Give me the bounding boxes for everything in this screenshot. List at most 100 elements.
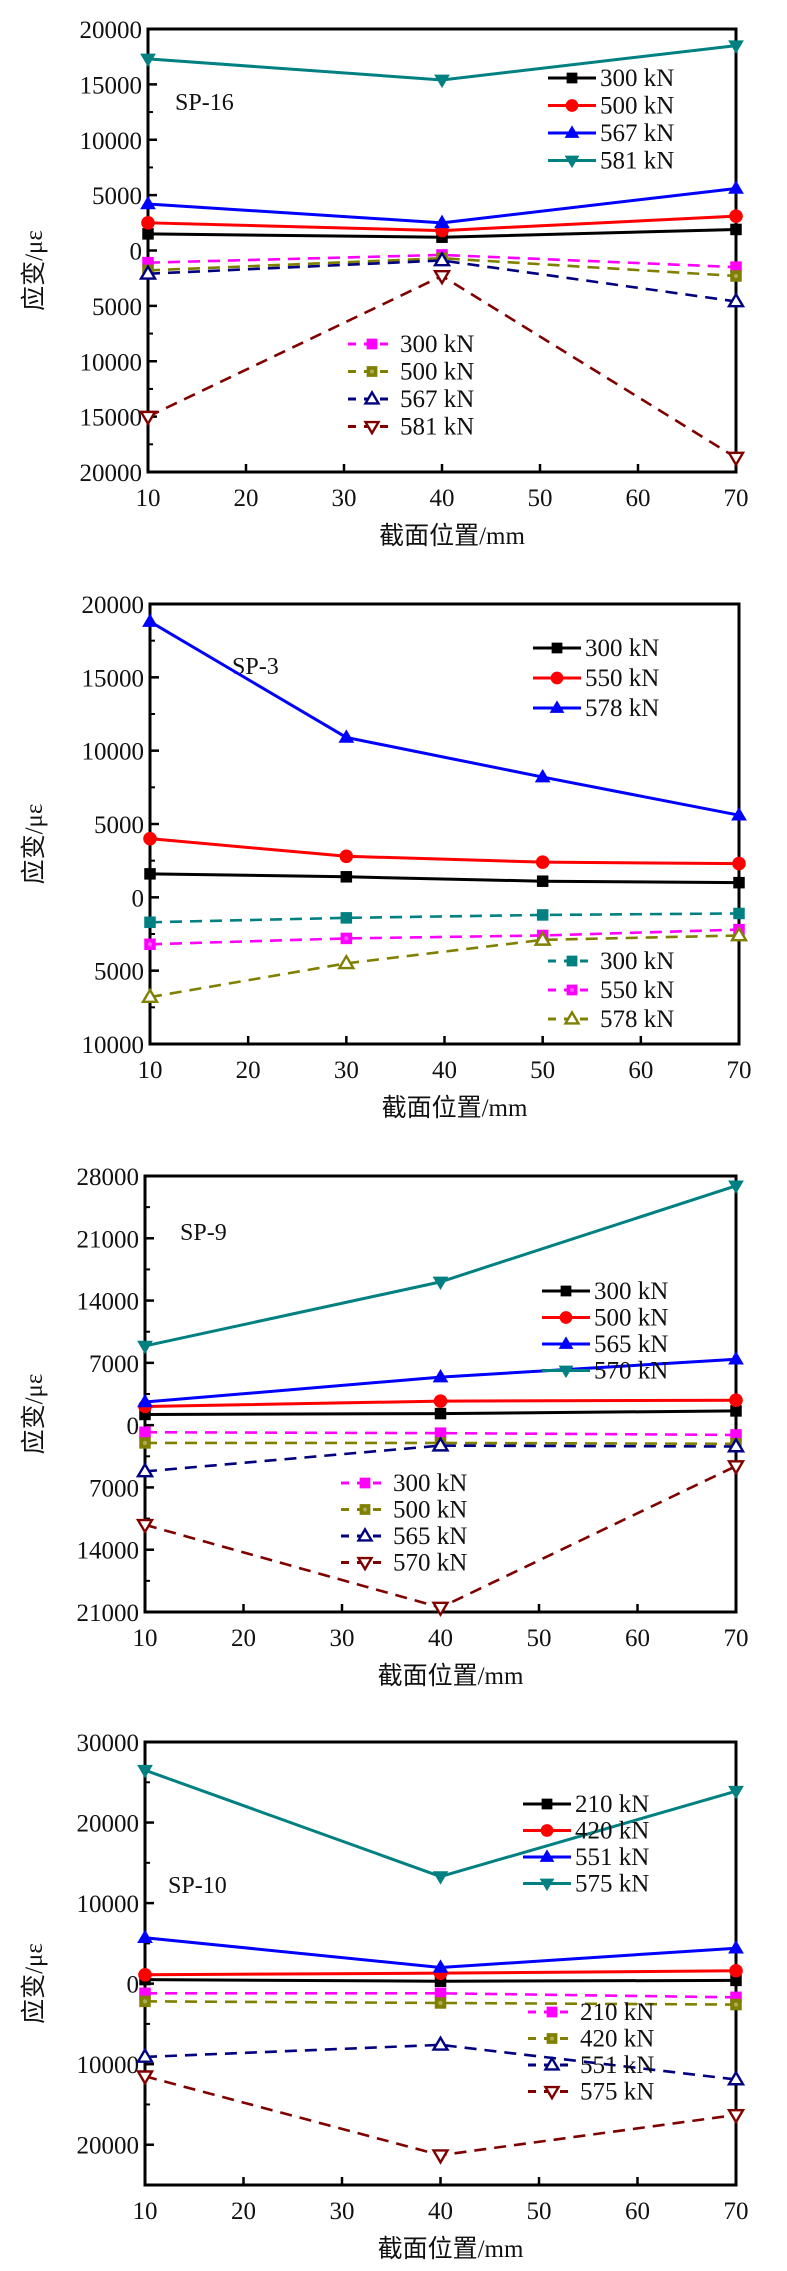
legend-entry: 300 kN: [548, 948, 674, 975]
x-tick-label: 20: [234, 485, 259, 512]
data-point-dot: [344, 936, 349, 941]
legend-marker-dot: [363, 1507, 367, 1512]
legend-label: 565 kN: [393, 1523, 467, 1550]
data-point: [144, 868, 156, 880]
legend-label: 500 kN: [393, 1497, 467, 1524]
data-point: [144, 916, 156, 929]
y-tick-label: 14000: [77, 1289, 140, 1316]
legend-marker: [541, 1798, 553, 1810]
data-point: [135, 2070, 155, 2086]
legend-entry: 567 kN: [348, 386, 474, 413]
y-tick-label: 10000: [82, 739, 145, 766]
legend-marker: [539, 1878, 555, 1892]
data-point: [535, 855, 550, 869]
legend-entry: 578 kN: [533, 695, 659, 722]
data-point: [432, 1368, 449, 1383]
data-point: [733, 876, 745, 889]
x-tick-label: 50: [527, 1625, 552, 1652]
data-point: [339, 849, 354, 864]
legend-entry: 550 kN: [533, 665, 659, 692]
series-dashed-420-kN: [139, 1995, 742, 2011]
data-point: [137, 1764, 153, 1779]
legend-marker: [540, 1824, 554, 1837]
data-point: [434, 214, 450, 229]
data-point: [434, 74, 450, 89]
data-point: [137, 1340, 153, 1355]
y-tick-label: 0: [130, 239, 143, 266]
data-point: [533, 930, 552, 946]
data-point: [140, 195, 156, 210]
x-tick-label: 50: [528, 485, 553, 512]
data-point-dot: [147, 942, 153, 947]
y-tick-label: 20000: [77, 2133, 140, 2160]
series-dashed-578-kN: [140, 925, 749, 1004]
legend-marker: [546, 2033, 558, 2044]
legend-label: 300 kN: [400, 331, 474, 358]
data-point: [432, 1276, 449, 1291]
legend-label: 300 kN: [594, 1278, 668, 1305]
legend-entry: 551 kN: [523, 1844, 649, 1871]
legend-entry: 565 kN: [341, 1523, 467, 1550]
series-line: [149, 872, 740, 885]
data-point-dot: [733, 273, 739, 279]
y-tick-label: 10000: [80, 128, 143, 155]
series-solid-570-kN: [137, 1180, 744, 1355]
x-tick-label: 20: [231, 1625, 256, 1652]
series-dashed-565-kN: [135, 1436, 746, 1478]
data-point: [726, 291, 746, 308]
y-tick-label: 10000: [77, 1891, 140, 1918]
series-solid-567-kN: [140, 180, 744, 229]
legend-marker: [551, 642, 563, 654]
data-point: [141, 216, 155, 230]
series-solid-581-kN: [140, 40, 744, 89]
legend-marker: [543, 2085, 561, 2101]
y-tick-label: 14000: [77, 1538, 140, 1565]
legend-label: 210 kN: [580, 1999, 654, 2026]
legend-marker: [560, 1285, 572, 1297]
legend-marker: [356, 1556, 374, 1572]
data-point: [729, 1963, 743, 1978]
data-point: [434, 1407, 447, 1420]
legend-marker: [558, 1336, 574, 1349]
chart-sp-16: 10 20 30 40 50 60 70 20000 15000 10000 5000 0 5000 10…: [20, 17, 749, 550]
chart-sp-9: 10 20 30 40 50 60 70 28000 21000 14000 7000 0 7000 14…: [20, 1164, 749, 1690]
legend-entry: 581 kN: [548, 148, 674, 175]
legend-marker: [565, 99, 579, 112]
legend-label: 581 kN: [600, 148, 674, 175]
series-dashed-570-kN: [135, 1460, 746, 1618]
y-axis-title: 应变/με: [20, 1943, 48, 2024]
y-tick-label: 15000: [82, 665, 145, 692]
legend-marker: [566, 72, 578, 84]
panel-label: SP-3: [232, 654, 279, 680]
data-point: [138, 264, 158, 280]
series-dashed-581-kN: [138, 270, 746, 468]
series-dashed-300-kN: [144, 907, 745, 929]
legend-entry: 420 kN: [523, 1818, 649, 1845]
data-point: [434, 1997, 447, 2009]
legend-entry: 300 kN: [341, 1470, 467, 1497]
y-tick-label: 7000: [89, 1351, 139, 1378]
legend-entry: 578 kN: [548, 1006, 674, 1033]
data-point: [340, 871, 353, 883]
legend-label: 500 kN: [600, 93, 674, 120]
data-point: [534, 768, 551, 783]
x-tick-label: 40: [430, 485, 455, 512]
data-point: [536, 909, 549, 921]
panel-label: SP-16: [175, 90, 234, 116]
y-tick-label: 7000: [89, 1475, 139, 1502]
data-point: [728, 1940, 744, 1954]
data-point: [433, 1394, 448, 1408]
y-tick-label: 21000: [77, 1600, 140, 1627]
series-dashed-575-kN: [135, 2070, 746, 2165]
data-point: [337, 953, 356, 970]
legend-marker: [359, 1477, 371, 1489]
legend-label: 551 kN: [575, 1844, 649, 1871]
series-solid-420-kN: [138, 1963, 743, 1982]
legend-marker-dot: [570, 988, 574, 992]
legend-entry: 300 kN: [348, 331, 474, 358]
